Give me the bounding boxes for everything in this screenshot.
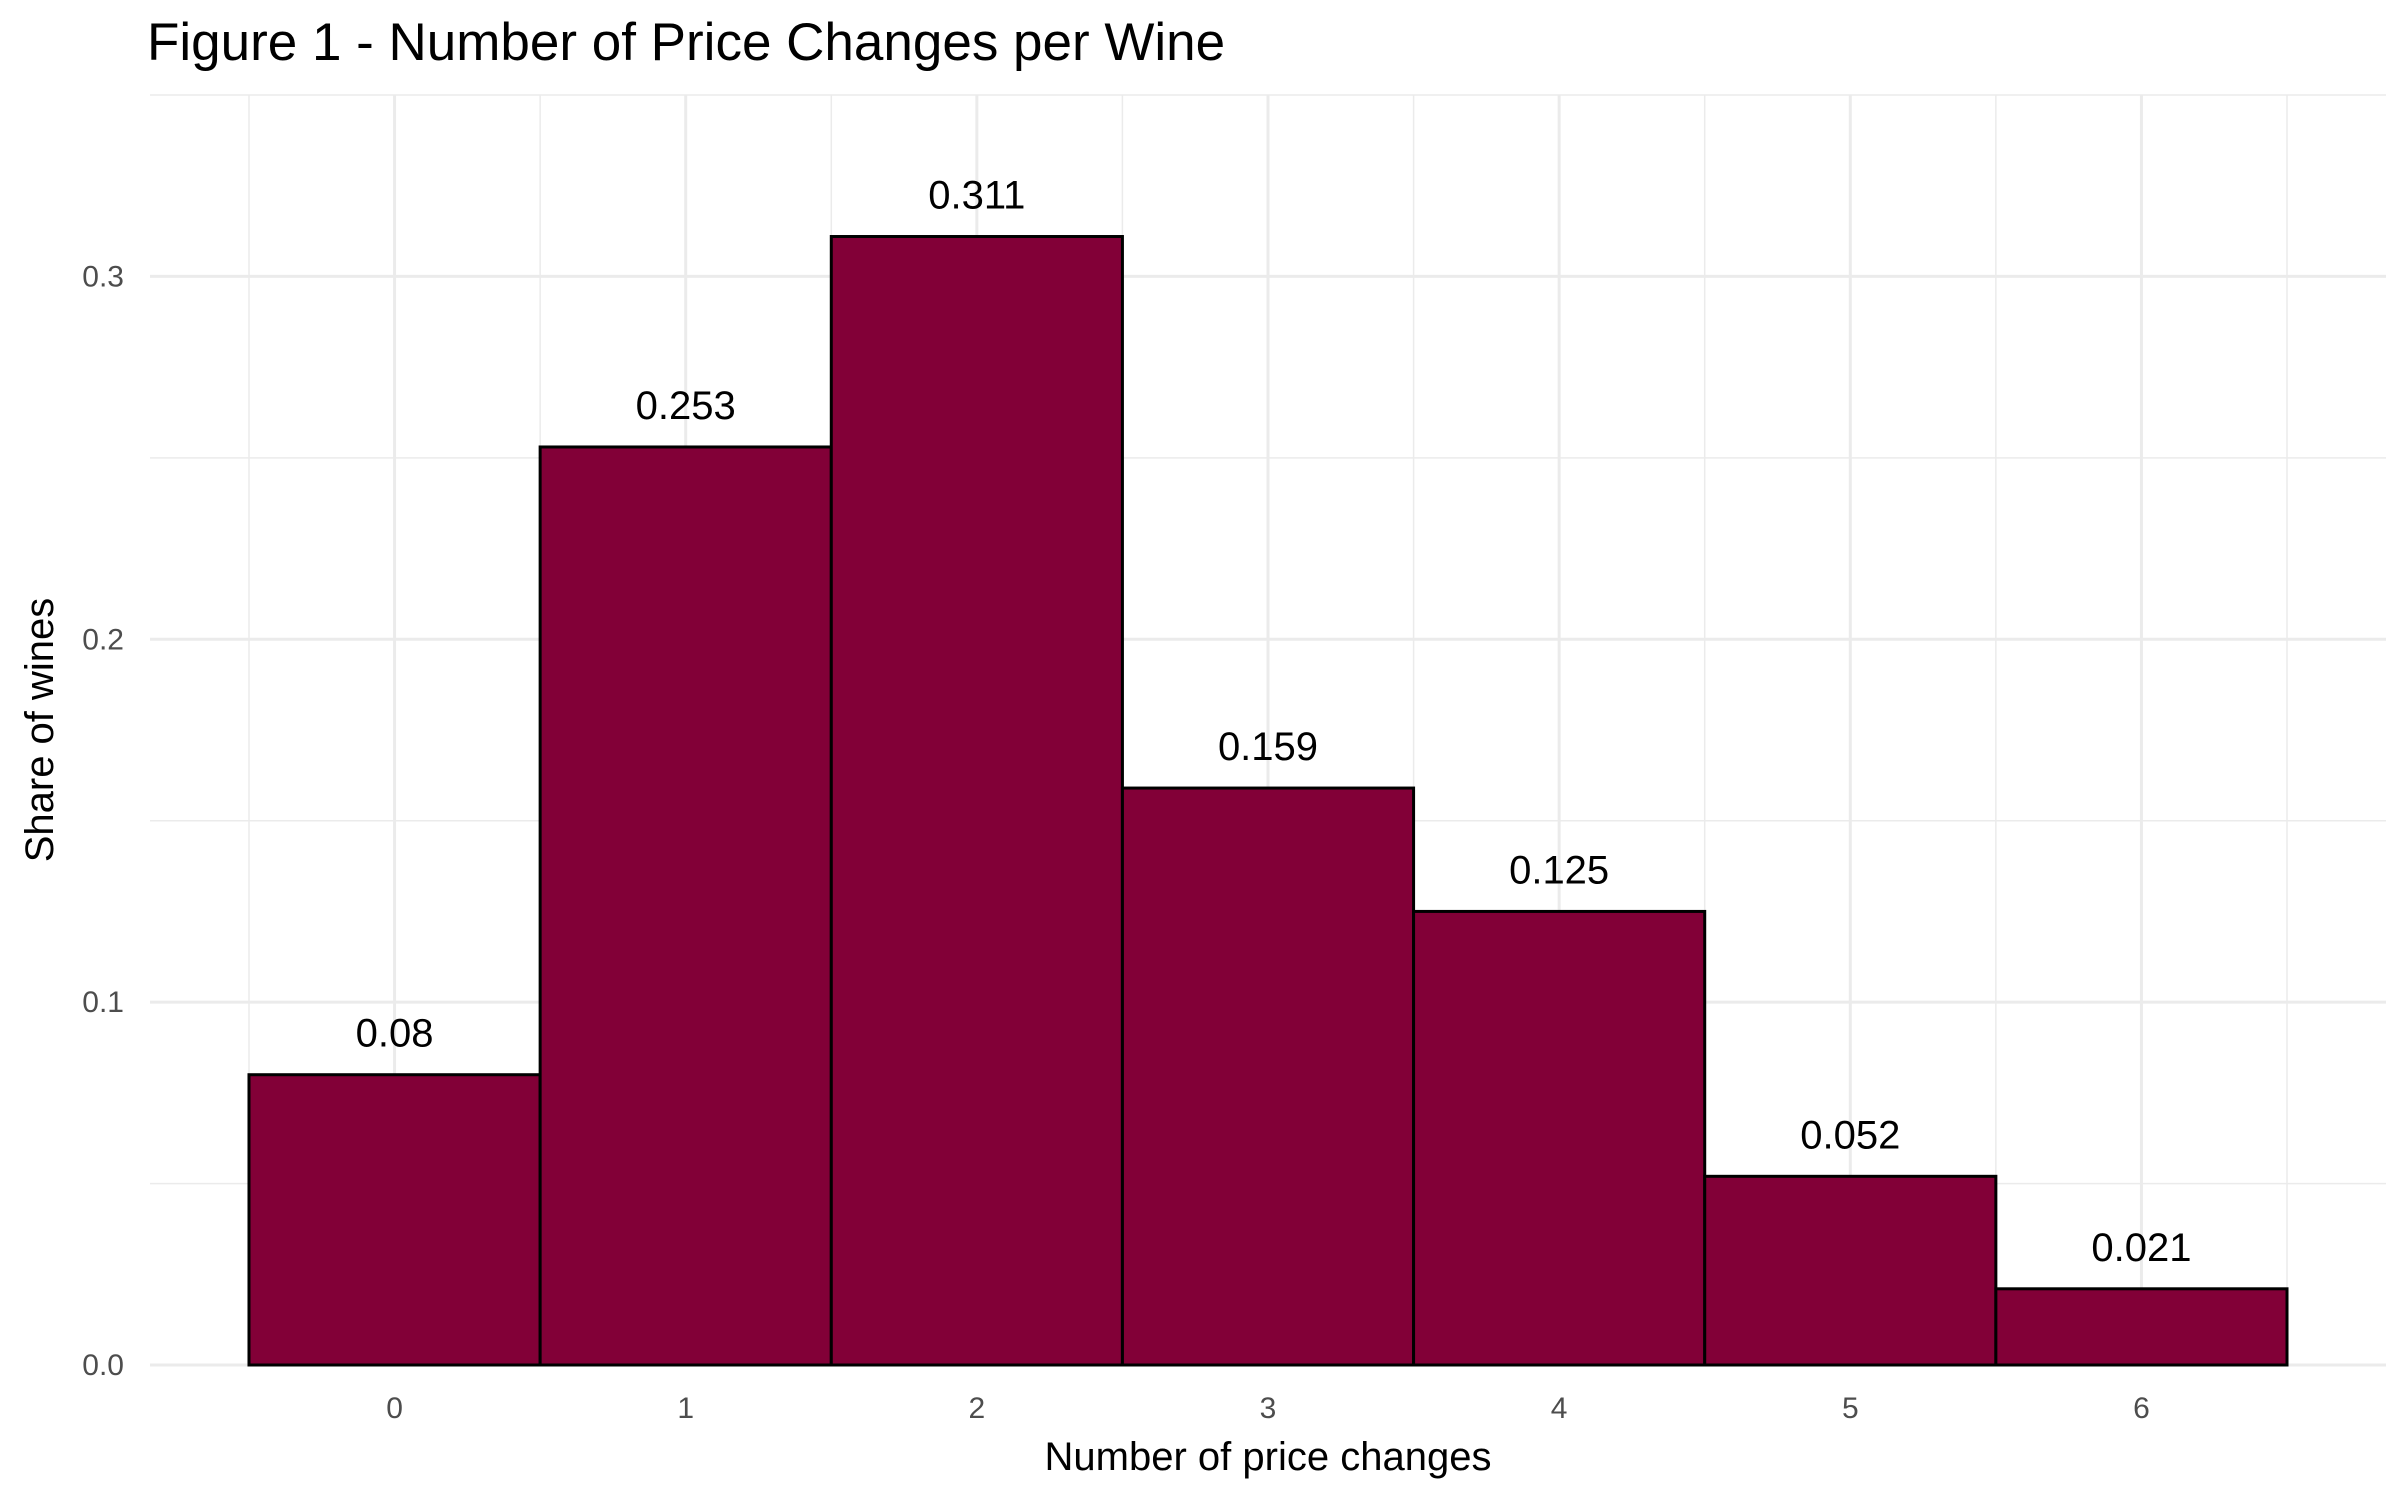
x-tick-label: 3 [1260,1392,1277,1425]
bar-value-label: 0.125 [1509,848,1609,892]
axis-layer: 0.0 0.1 0.2 0.3 0 1 2 3 4 5 6 Number of price chang… [18,260,2150,1479]
bar-value-label: 0.052 [1800,1113,1900,1157]
bars-layer [247,235,2289,1367]
bar [829,235,1124,1367]
y-tick-label: 0.1 [82,986,124,1019]
x-tick-label: 4 [1551,1392,1568,1425]
bar-value-label: 0.159 [1218,725,1318,769]
bar [1412,909,1707,1367]
bar [538,445,833,1367]
x-tick-label: 1 [677,1392,694,1425]
y-tick-label: 0.3 [82,260,124,293]
bar-value-label: 0.021 [2091,1226,2191,1270]
y-tick-label: 0.2 [82,623,124,656]
bar [247,1073,542,1367]
bar-value-label: 0.253 [636,384,736,428]
y-tick-label: 0.0 [82,1349,124,1382]
bar-value-label: 0.311 [928,174,1025,218]
labels-layer: 0.08 0.253 0.311 0.159 0.125 0.052 0.021 [356,174,2192,1270]
y-axis-title: Share of wines [18,598,62,863]
bar [1120,786,1416,1367]
x-tick-label: 6 [2133,1392,2150,1425]
bar [1994,1287,2289,1367]
x-tick-label: 0 [386,1392,403,1425]
x-tick-label: 5 [1842,1392,1859,1425]
x-axis-title: Number of price changes [1045,1435,1492,1479]
bar-value-label: 0.08 [356,1012,434,1056]
bar [1703,1174,1998,1367]
x-tick-label: 2 [969,1392,986,1425]
chart-title: Figure 1 - Number of Price Changes per W… [147,13,1226,72]
